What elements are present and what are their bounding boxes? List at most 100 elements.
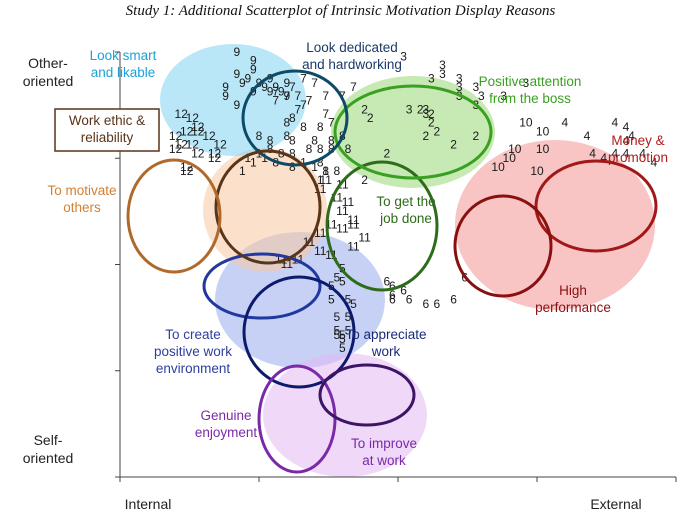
cluster-ring-4 [534, 159, 658, 253]
data-point: 8 [256, 129, 263, 143]
cluster-ring-6 [318, 363, 416, 427]
cluster-label-1: To create positive work environment [154, 327, 232, 376]
data-point: 2 [384, 146, 391, 160]
data-point: 7 [350, 80, 357, 94]
cluster-bubble-4 [455, 140, 655, 310]
cluster-label-5: Genuine enjoyment [195, 408, 258, 440]
ring-layer [126, 69, 658, 474]
y-axis-label-low-line: Self- [34, 432, 63, 448]
cluster-label-7-line: and hardworking [302, 57, 402, 72]
cluster-label-5-line: Genuine [200, 408, 251, 423]
data-point: 7 [272, 93, 279, 107]
data-point: 12 [191, 120, 205, 134]
data-point: 8 [345, 142, 352, 156]
cluster-label-12: To motivate others [47, 183, 116, 215]
data-point: 5 [339, 341, 346, 355]
cluster-ring-8 [214, 149, 322, 265]
chart-title: Study 1: Additional Scatterplot of Intri… [125, 3, 556, 19]
cluster-label-11: To appreciate work [345, 327, 426, 359]
data-point: 12 [208, 151, 222, 165]
cluster-label-4-line: Money & [611, 133, 664, 148]
data-point: 2 [472, 129, 479, 143]
cluster-label-10-line: High [559, 283, 587, 298]
data-point: 8 [289, 133, 296, 147]
data-point: 6 [434, 297, 441, 311]
data-point: 7 [306, 93, 313, 107]
cluster-label-1-line: positive work [154, 344, 232, 359]
data-point: 10 [530, 164, 544, 178]
cluster-ring-3 [333, 84, 493, 180]
data-point: 8 [322, 164, 329, 178]
data-point: 12 [191, 124, 205, 138]
data-point: 6 [450, 292, 457, 306]
data-point: 8 [306, 142, 313, 156]
cluster-label-8-line: reliability [81, 130, 134, 145]
data-point: 4 [639, 146, 646, 160]
data-point: 11 [314, 244, 327, 258]
data-point: 9 [283, 89, 290, 103]
data-point: 7 [283, 89, 290, 103]
data-point: 4 [650, 155, 657, 169]
data-point: 11 [336, 204, 349, 218]
data-point: 7 [311, 76, 318, 90]
data-point: 7 [300, 98, 307, 112]
data-point: 6 [389, 288, 396, 302]
data-point: 4 [584, 129, 591, 143]
cluster-label-2-line: To get the [376, 194, 435, 209]
data-point: 9 [278, 85, 285, 99]
data-point: 4 [561, 116, 568, 130]
data-point: 7 [289, 80, 296, 94]
y-axis-label-high: Other-oriented [23, 55, 74, 89]
data-point: 2 [450, 138, 457, 152]
data-point: 9 [267, 85, 274, 99]
data-point: 2 [417, 102, 424, 116]
cluster-label-8-line: Work ethic & [69, 113, 145, 128]
data-point: 6 [400, 284, 407, 298]
x-axis-label-high: External [590, 496, 641, 512]
data-point: 9 [267, 71, 274, 85]
cluster-ring-10 [453, 194, 553, 298]
y-axis-label-low-line: oriented [23, 450, 74, 466]
data-point: 2 [422, 129, 429, 143]
data-point: 12 [180, 124, 194, 138]
data-point: 1 [250, 155, 257, 169]
data-point: 12 [169, 129, 183, 143]
data-point: 6 [406, 292, 413, 306]
cluster-label-11-line: To appreciate [345, 327, 426, 342]
data-point: 11 [342, 195, 355, 209]
data-point: 12 [213, 138, 227, 152]
data-point: 5 [339, 275, 346, 289]
data-point: 5 [345, 292, 352, 306]
data-point: 8 [267, 142, 274, 156]
cluster-label-box-8 [54, 108, 160, 152]
cluster-label-1-line: To create [165, 327, 221, 342]
data-point: 5 [339, 332, 346, 346]
data-point: 12 [175, 107, 189, 121]
cluster-label-9: Look smart and likable [90, 48, 157, 80]
data-point: 8 [289, 160, 296, 174]
cluster-ring-11 [242, 275, 356, 389]
data-point: 10 [536, 124, 550, 138]
cluster-ring-1 [202, 252, 322, 320]
data-point: 10 [503, 151, 517, 165]
data-point: 10 [536, 142, 550, 156]
data-point: 5 [350, 297, 357, 311]
label-layer: To create positive work environment To appr… [47, 40, 668, 468]
data-point: 8 [283, 129, 290, 143]
cluster-label-9-line: Look smart [90, 48, 157, 63]
data-point: 5 [333, 310, 340, 324]
data-point: 11 [319, 173, 332, 187]
data-point: 11 [336, 222, 349, 236]
x-axis-label-low: Internal [125, 496, 172, 512]
data-point: 5 [345, 323, 352, 337]
data-point: 1 [300, 155, 307, 169]
data-point: 7 [295, 89, 302, 103]
cluster-label-10: High performance [535, 283, 611, 315]
data-point: 8 [289, 146, 296, 160]
data-point: 2 [361, 173, 368, 187]
data-point: 4 [589, 146, 596, 160]
data-point: 3 [478, 89, 485, 103]
data-point: 7 [322, 107, 329, 121]
data-point: 7 [272, 85, 279, 99]
